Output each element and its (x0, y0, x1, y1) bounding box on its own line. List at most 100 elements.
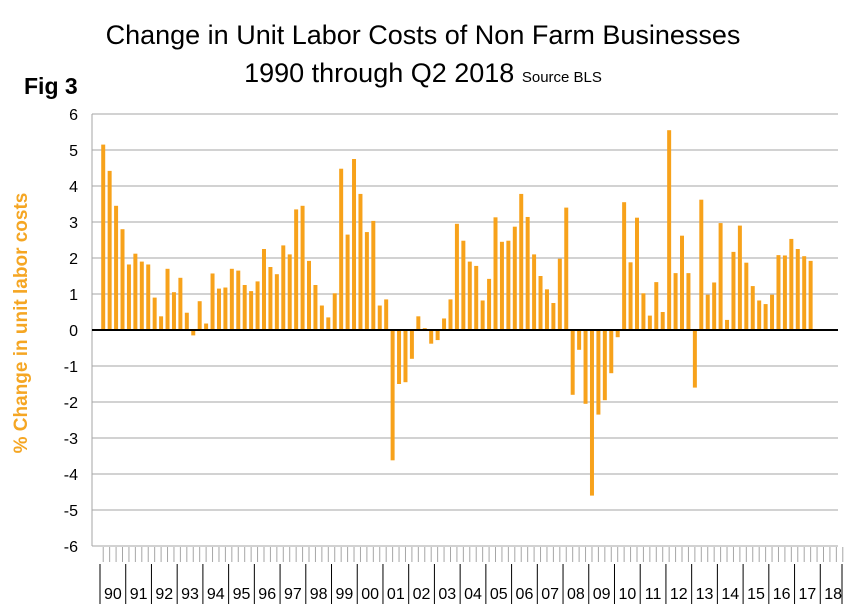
bar (795, 249, 800, 330)
chart-title-line1: Change in Unit Labor Costs of Non Farm B… (105, 20, 741, 50)
bar (564, 207, 569, 330)
x-year-label: 08 (567, 586, 585, 603)
bar (519, 193, 524, 330)
bar (602, 330, 607, 401)
bar (731, 251, 736, 330)
y-tick-label: -1 (64, 359, 78, 376)
bar (622, 202, 627, 330)
bar (680, 235, 685, 330)
bar (223, 287, 228, 330)
x-year-label: 99 (335, 586, 353, 603)
bar (487, 278, 492, 330)
bar (313, 285, 318, 330)
bar (454, 223, 459, 330)
x-year-label: 16 (773, 586, 791, 603)
bar (512, 226, 517, 330)
bar (634, 217, 639, 330)
y-tick-label: 6 (69, 107, 78, 124)
bar (274, 274, 279, 330)
bar (802, 256, 807, 330)
y-tick-label: -2 (64, 395, 78, 412)
bar (384, 299, 389, 330)
bar (255, 281, 260, 330)
y-tick-label: -3 (64, 431, 78, 448)
bar (538, 276, 543, 330)
x-year-label: 13 (696, 586, 714, 603)
x-year-label: 97 (284, 586, 302, 603)
bar (345, 234, 350, 330)
bar (577, 330, 582, 350)
x-year-label: 96 (258, 586, 276, 603)
bar (210, 273, 215, 330)
y-tick-label: -5 (64, 503, 78, 520)
bar (319, 305, 324, 330)
bar (448, 299, 453, 330)
bar (120, 229, 125, 330)
bar (139, 261, 144, 330)
x-year-label: 98 (310, 586, 328, 603)
x-year-label: 92 (155, 586, 173, 603)
fig-label: Fig 3 (24, 73, 78, 99)
bar (165, 268, 170, 330)
x-year-label: 12 (670, 586, 688, 603)
bar (364, 232, 369, 330)
y-tick-label: 4 (69, 179, 78, 196)
bar (397, 330, 402, 384)
x-year-label: 01 (387, 586, 405, 603)
chart-title-line2: 1990 through Q2 2018 Source BLS (0, 58, 846, 89)
bar (184, 312, 189, 330)
bar (493, 217, 498, 330)
bar (789, 238, 794, 330)
bar (403, 330, 408, 383)
bar (692, 330, 697, 388)
bar (126, 264, 131, 330)
bar (750, 286, 755, 330)
bar (229, 268, 234, 330)
bar (107, 170, 112, 330)
bar (197, 301, 202, 330)
bar (673, 273, 678, 330)
bar (461, 240, 466, 330)
bar (641, 293, 646, 330)
y-tick-label: -4 (64, 467, 78, 484)
bar (146, 264, 151, 330)
bar (216, 288, 221, 330)
bar (416, 316, 421, 330)
bar (371, 220, 376, 330)
x-year-label: 95 (233, 586, 251, 603)
bar (332, 293, 337, 330)
bar (152, 297, 157, 330)
x-year-label: 07 (541, 586, 559, 603)
bar (326, 317, 331, 330)
bar (782, 255, 787, 330)
bar (808, 260, 813, 330)
bar (699, 199, 704, 330)
bar (589, 330, 594, 496)
bar (352, 159, 357, 330)
y-tick-label: 5 (69, 143, 78, 160)
bar (409, 330, 414, 359)
bar (242, 285, 247, 330)
bar (480, 300, 485, 330)
x-year-label: 05 (490, 586, 508, 603)
bar (101, 144, 106, 330)
bar (712, 282, 717, 330)
bar (281, 245, 286, 330)
bar (377, 305, 382, 330)
x-year-label: 15 (747, 586, 765, 603)
x-year-label: 11 (645, 586, 662, 603)
x-year-label: 90 (104, 586, 122, 603)
bar (551, 303, 556, 330)
bar (615, 330, 620, 338)
bar (725, 319, 730, 330)
bar (467, 261, 472, 330)
bar (506, 240, 511, 330)
bars (101, 130, 813, 496)
x-year-label: 93 (181, 586, 199, 603)
x-year-label: 09 (593, 586, 611, 603)
bar (647, 315, 652, 330)
x-year-label: 00 (361, 586, 379, 603)
bar (204, 323, 209, 330)
x-year-label: 91 (130, 586, 148, 603)
